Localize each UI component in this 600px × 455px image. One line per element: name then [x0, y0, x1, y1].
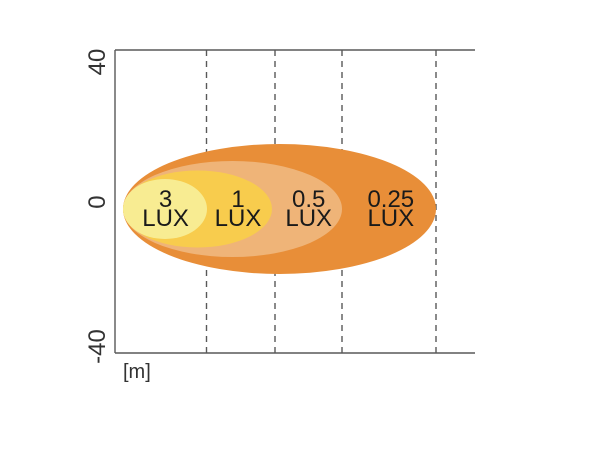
svg-text:[m]: [m]: [123, 361, 151, 383]
svg-text:0: 0: [84, 195, 111, 208]
svg-text:LUX: LUX: [367, 205, 414, 232]
svg-text:LUX: LUX: [215, 205, 262, 232]
svg-text:40: 40: [84, 49, 111, 76]
svg-text:LUX: LUX: [142, 205, 189, 232]
svg-text:LUX: LUX: [285, 205, 332, 232]
svg-text:-40: -40: [84, 329, 111, 364]
